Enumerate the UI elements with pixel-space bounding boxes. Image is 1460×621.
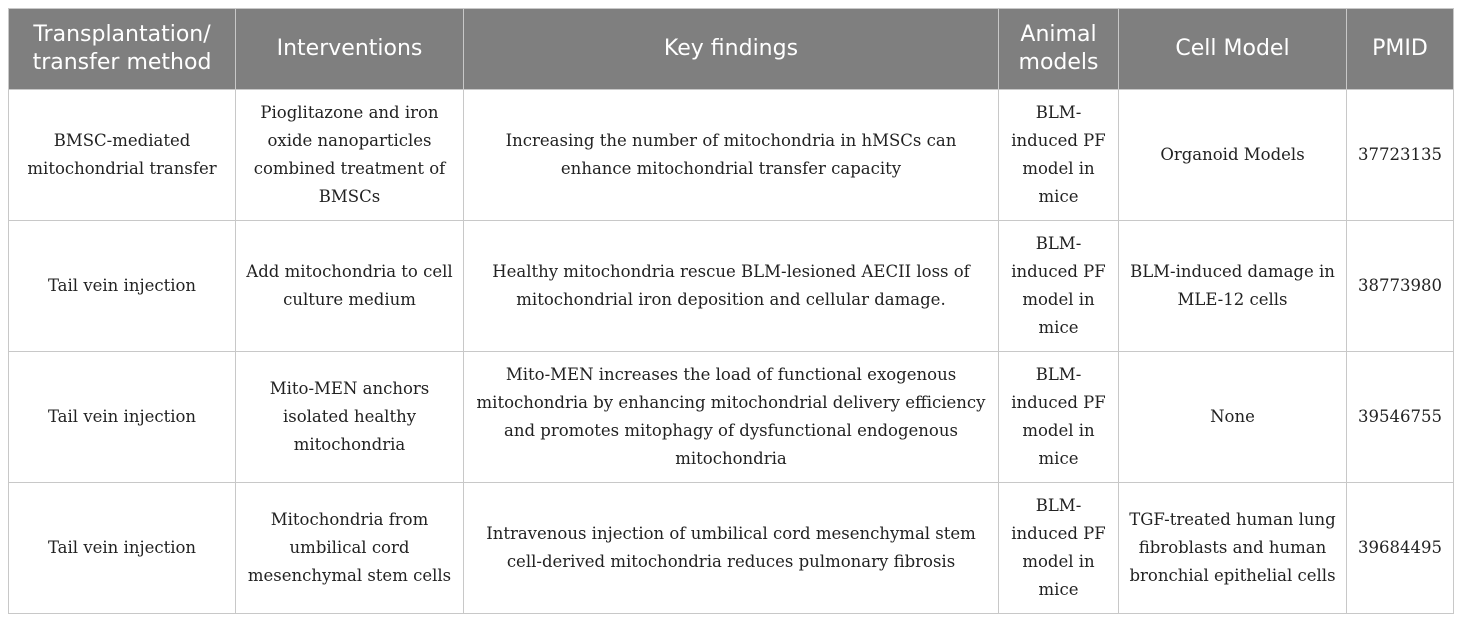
table-row: Tail vein injection Add mitochondria to c… bbox=[8, 220, 1454, 352]
table-cell: 38773980 bbox=[1346, 220, 1454, 352]
header-cell: Animal models bbox=[998, 8, 1119, 90]
table-cell: Tail vein injection bbox=[8, 220, 236, 352]
table-row: BMSC-mediated mitochondrial transfer Piog… bbox=[8, 89, 1454, 221]
data-table: Transplantation/ transfer method Interven… bbox=[8, 8, 1454, 614]
table-cell: 37723135 bbox=[1346, 89, 1454, 221]
table-cell: TGF-treated human lung fibroblasts and h… bbox=[1118, 482, 1347, 614]
header-cell: PMID bbox=[1346, 8, 1454, 90]
header-cell: Interventions bbox=[235, 8, 464, 90]
table-cell: Increasing the number of mitochondria in… bbox=[463, 89, 999, 221]
table-cell: Healthy mitochondria rescue BLM-lesioned… bbox=[463, 220, 999, 352]
table-cell: 39684495 bbox=[1346, 482, 1454, 614]
table-cell: BLM-induced PF model in mice bbox=[998, 89, 1119, 221]
table-cell: BLM-induced PF model in mice bbox=[998, 482, 1119, 614]
table-cell: Organoid Models bbox=[1118, 89, 1347, 221]
header-cell: Transplantation/ transfer method bbox=[8, 8, 236, 90]
table-cell: None bbox=[1118, 351, 1347, 483]
header-cell: Cell Model bbox=[1118, 8, 1347, 90]
table-cell: BLM-induced damage in MLE-12 cells bbox=[1118, 220, 1347, 352]
table-cell: Mitochondria from umbilical cord mesench… bbox=[235, 482, 464, 614]
table-row: Tail vein injection Mitochondria from umb… bbox=[8, 482, 1454, 614]
table-cell: Tail vein injection bbox=[8, 482, 236, 614]
table-cell: Pioglitazone and iron oxide nanoparticle… bbox=[235, 89, 464, 221]
table-cell: BLM-induced PF model in mice bbox=[998, 220, 1119, 352]
table-cell: 39546755 bbox=[1346, 351, 1454, 483]
header-row: Transplantation/ transfer method Interven… bbox=[8, 8, 1454, 90]
table-row: Tail vein injection Mito-MEN anchors isol… bbox=[8, 351, 1454, 483]
table-cell: BLM-induced PF model in mice bbox=[998, 351, 1119, 483]
table-cell: Add mitochondria to cell culture medium bbox=[235, 220, 464, 352]
table-cell: Tail vein injection bbox=[8, 351, 236, 483]
table-cell: Intravenous injection of umbilical cord … bbox=[463, 482, 999, 614]
table-cell: Mito-MEN anchors isolated healthy mitoch… bbox=[235, 351, 464, 483]
table-body: BMSC-mediated mitochondrial transfer Piog… bbox=[8, 89, 1454, 614]
header-cell: Key findings bbox=[463, 8, 999, 90]
table-cell: BMSC-mediated mitochondrial transfer bbox=[8, 89, 236, 221]
table-cell: Mito-MEN increases the load of functiona… bbox=[463, 351, 999, 483]
